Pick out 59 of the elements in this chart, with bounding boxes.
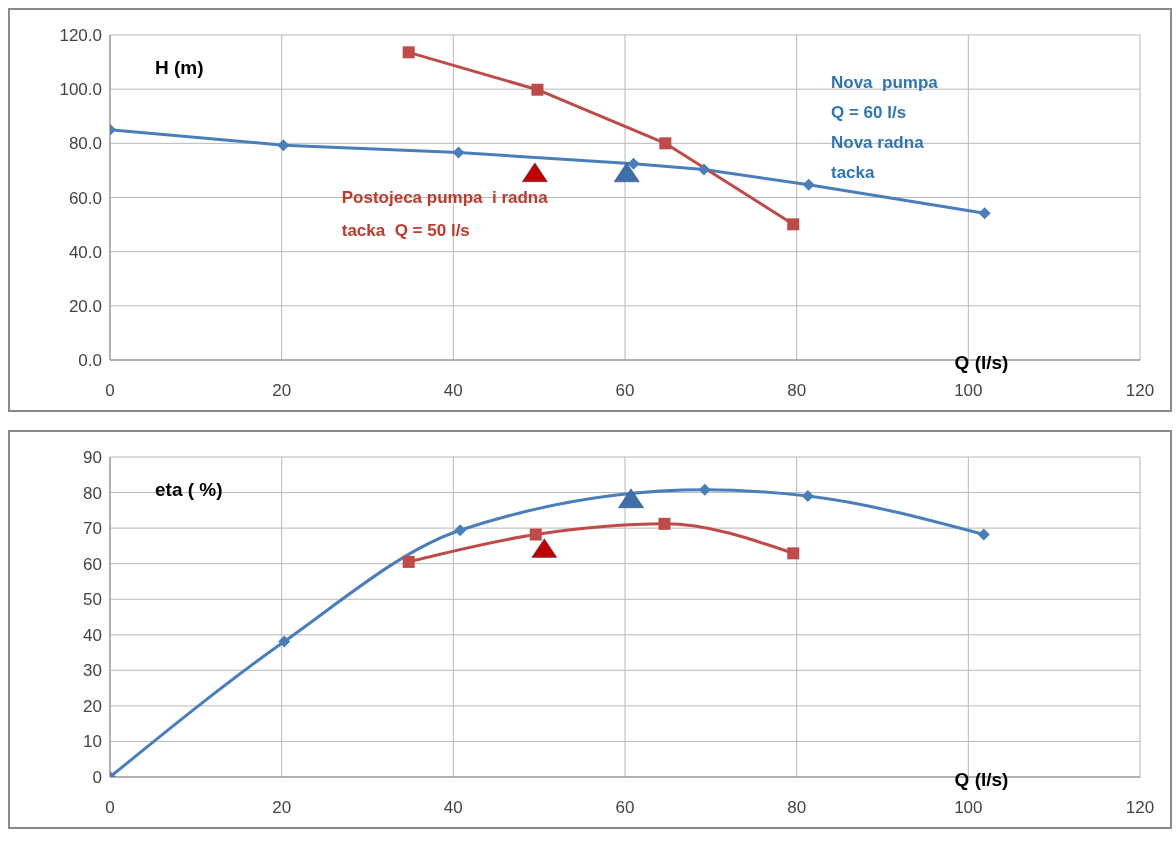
x-tick-label: 80 xyxy=(787,381,807,401)
y-tick-label: 20.0 xyxy=(68,296,102,316)
y-tick-label: 20 xyxy=(83,696,102,716)
y-tick-label: 90 xyxy=(83,448,102,468)
x-tick-label: 100 xyxy=(954,798,983,818)
y-tick-label: 80 xyxy=(83,483,102,503)
point xyxy=(613,162,640,183)
x-tick-label: 60 xyxy=(615,798,635,818)
point xyxy=(658,517,671,530)
x-tick-label: 120 xyxy=(1125,381,1155,401)
x-tick-label: 20 xyxy=(272,381,292,401)
x-tick-label: 40 xyxy=(443,798,463,818)
y-tick-label: 30 xyxy=(83,661,102,681)
x-axis-title: Q (l/s) xyxy=(954,352,1009,374)
y-tick-label: 40.0 xyxy=(68,242,102,262)
point xyxy=(452,146,465,159)
point xyxy=(618,488,644,509)
x-tick-label: 0 xyxy=(105,381,115,401)
point xyxy=(454,524,467,537)
point xyxy=(802,178,815,191)
y-tick-label: 0.0 xyxy=(78,351,102,371)
point xyxy=(531,83,544,96)
point xyxy=(278,635,291,648)
point xyxy=(402,555,415,568)
y-tick-label: 70 xyxy=(83,519,102,539)
point xyxy=(627,157,640,170)
x-tick-label: 60 xyxy=(615,381,635,401)
y-tick-label: 0 xyxy=(92,768,102,788)
annotation: Nova pumpa Q = 60 l/s Nova radna tacka xyxy=(831,71,938,184)
y-tick-label: 80.0 xyxy=(68,134,102,154)
point xyxy=(787,218,800,231)
annotation: Postojeca pumpa i radna tacka Q = 50 l/s xyxy=(341,187,548,243)
x-tick-label: 0 xyxy=(105,798,115,818)
x-tick-label: 120 xyxy=(1125,798,1155,818)
point xyxy=(978,207,991,220)
x-tick-label: 40 xyxy=(443,381,463,401)
y-tick-label: 120.0 xyxy=(59,26,102,46)
x-axis-title: Q (l/s) xyxy=(954,769,1009,791)
y-tick-label: 50 xyxy=(83,590,102,610)
y-axis-title: eta ( %) xyxy=(155,479,223,501)
y-tick-label: 40 xyxy=(83,625,102,645)
y-tick-label: 10 xyxy=(83,732,102,752)
point xyxy=(531,538,558,558)
point xyxy=(697,163,710,176)
x-tick-label: 80 xyxy=(787,798,807,818)
point xyxy=(659,137,672,150)
y-axis-title: H (m) xyxy=(155,57,204,79)
x-tick-label: 20 xyxy=(272,798,292,818)
point xyxy=(529,528,542,541)
point xyxy=(698,483,711,496)
x-tick-label: 100 xyxy=(954,381,983,401)
point xyxy=(801,490,814,503)
point xyxy=(787,547,800,560)
point xyxy=(977,528,990,541)
point xyxy=(522,162,548,183)
y-tick-label: 60.0 xyxy=(68,188,102,208)
y-tick-label: 60 xyxy=(83,554,102,574)
y-tick-label: 100.0 xyxy=(59,80,102,100)
point xyxy=(402,46,415,59)
